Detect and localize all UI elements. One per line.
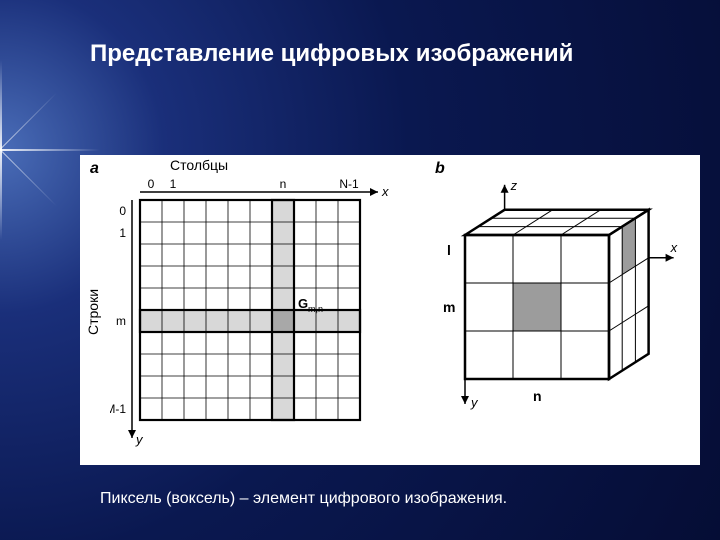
svg-text:z: z — [510, 178, 518, 193]
pixel-grid-diagram: x y 0 1 n N-1 0 1 m M-1 Gm,n — [110, 170, 410, 460]
star-ray-d2 — [0, 93, 57, 150]
star-ray-d1 — [0, 149, 57, 206]
svg-text:m,n: m,n — [308, 304, 323, 314]
svg-text:n: n — [533, 388, 542, 404]
svg-text:G: G — [298, 296, 308, 311]
svg-text:M-1: M-1 — [110, 402, 126, 416]
slide-title: Представление цифровых изображений — [90, 40, 573, 68]
svg-text:1: 1 — [119, 226, 126, 240]
svg-text:x: x — [670, 240, 678, 255]
svg-text:y: y — [135, 432, 144, 447]
svg-text:m: m — [443, 299, 455, 315]
svg-text:0: 0 — [148, 177, 155, 191]
rows-label: Строки — [85, 289, 101, 335]
svg-text:1: 1 — [170, 177, 177, 191]
svg-text:n: n — [280, 177, 287, 191]
slide-caption: Пиксель (воксель) – элемент цифрового из… — [100, 490, 507, 508]
svg-text:y: y — [470, 395, 479, 410]
svg-text:m: m — [116, 314, 126, 328]
svg-text:l: l — [447, 242, 451, 258]
subfig-a-label: a — [90, 160, 99, 178]
svg-text:N-1: N-1 — [339, 177, 359, 191]
svg-text:0: 0 — [119, 204, 126, 218]
voxel-cube-diagram: z x y l m n — [410, 165, 700, 455]
svg-text:x: x — [381, 184, 389, 199]
star-ray-h — [0, 149, 100, 151]
diagram-panel: a b Столбцы Строки xy01nN-101mM-1Gm,n zx… — [80, 155, 700, 465]
